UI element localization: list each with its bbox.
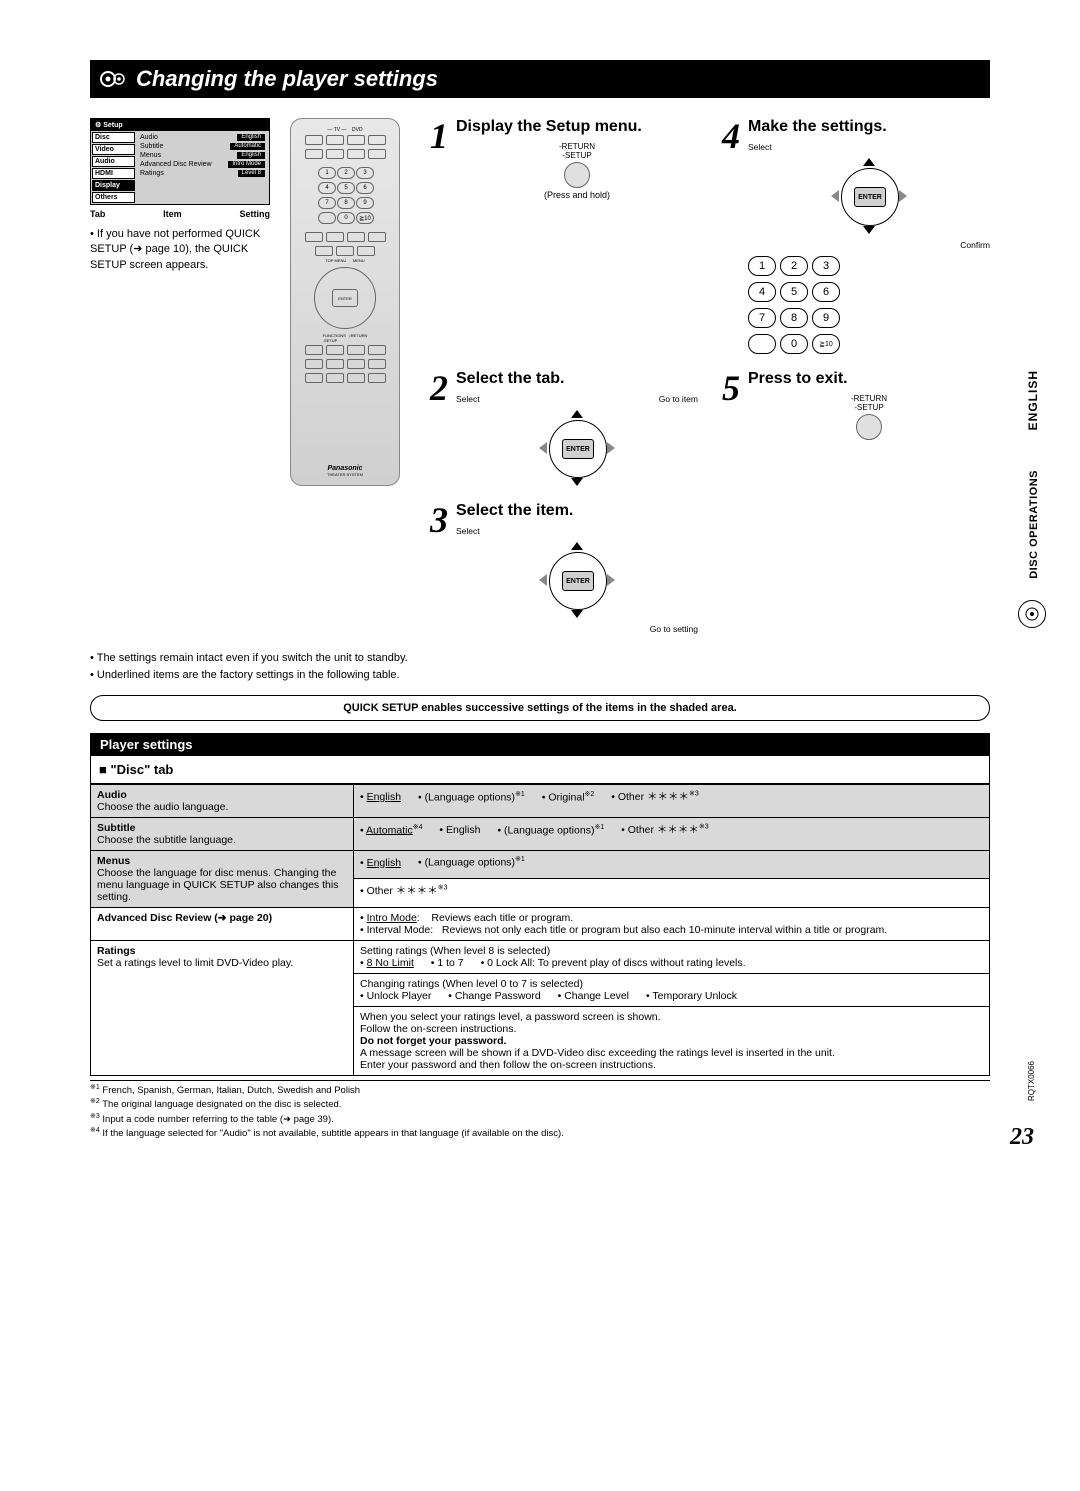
disc-tab-header: ■ "Disc" tab [90, 756, 990, 784]
setup-tab: Video [92, 144, 135, 155]
remote-diagram: — TV — DVD 123 456 789 0≧10 TOP MENU MEN… [290, 118, 410, 634]
step-3: 3 Select the item. Select ENTER Go to se… [430, 502, 698, 634]
setup-note: If you have not performed QUICK SETUP (➜… [90, 228, 260, 271]
settings-table: Audio Choose the audio language. • Engli… [90, 784, 990, 1076]
side-section: DISC OPERATIONS [1028, 470, 1040, 579]
page-number: 23 [1010, 1124, 1034, 1151]
dpad-icon: ENTER [537, 540, 617, 620]
setup-button-icon [856, 414, 882, 440]
numpad-icon: 123 456 789 0≧10 [748, 256, 990, 354]
dpad-icon: ENTER [829, 156, 909, 236]
footnotes: ※1 French, Spanish, German, Italian, Dut… [90, 1080, 990, 1141]
label-setting: Setting [239, 209, 270, 219]
step-4: 4 Make the settings. Select ENTER Confir… [722, 118, 990, 360]
setup-tab: Display [92, 180, 135, 191]
step-title: Select the item. [456, 502, 698, 520]
step-1: 1 Display the Setup menu. -RETURN-SETUP … [430, 118, 698, 360]
setup-button-icon [564, 162, 590, 188]
disc-operations-icon [1018, 600, 1046, 628]
side-language: ENGLISH [1026, 370, 1040, 430]
setup-tab: Audio [92, 156, 135, 167]
step-5: 5 Press to exit. -RETURN-SETUP [722, 370, 990, 492]
label-item: Item [163, 209, 182, 219]
setup-screen-diagram: ⚙ Setup Disc Video Audio HDMI Display Ot… [90, 118, 270, 634]
step-title: Press to exit. [748, 370, 990, 388]
setup-tab: HDMI [92, 168, 135, 179]
label-tab: Tab [90, 209, 105, 219]
step-title: Select the tab. [456, 370, 698, 388]
notes: • The settings remain intact even if you… [90, 650, 990, 683]
doc-code: RQTX0066 [1027, 1061, 1036, 1101]
page-header: Changing the player settings [90, 60, 990, 98]
dpad-icon: ENTER [537, 408, 617, 488]
step-2: 2 Select the tab. SelectGo to item ENTER [430, 370, 698, 492]
gear-icon [100, 68, 126, 90]
setup-tab: Others [92, 192, 135, 203]
quick-setup-note: QUICK SETUP enables successive settings … [90, 695, 990, 721]
step-title: Make the settings. [748, 118, 990, 136]
setup-tab: Disc [92, 132, 135, 143]
page-title: Changing the player settings [136, 66, 438, 92]
player-settings-header: Player settings [90, 733, 990, 756]
step-title: Display the Setup menu. [456, 118, 698, 136]
